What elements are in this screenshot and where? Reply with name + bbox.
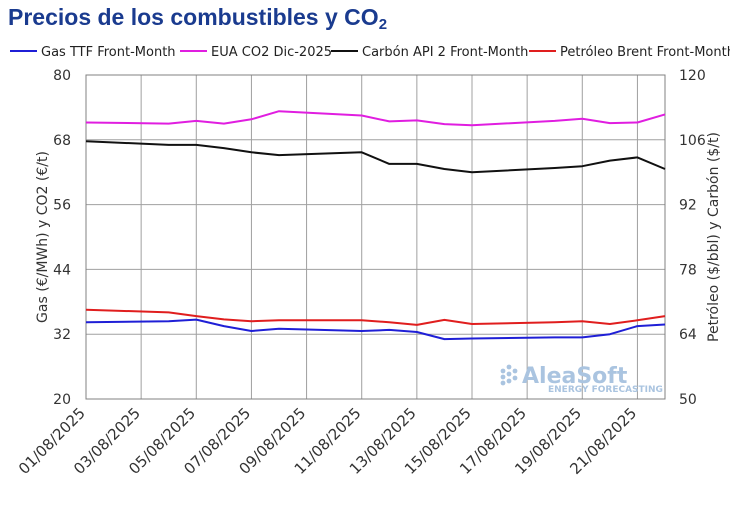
- logo-dot: [500, 374, 506, 380]
- y-left-tick-label: 56: [53, 198, 71, 214]
- y-left-tick-label: 44: [53, 262, 71, 278]
- legend-label: Petróleo Brent Front-Month: [560, 45, 730, 60]
- y-right-tick-label: 92: [679, 198, 697, 214]
- logo-dot: [500, 380, 506, 386]
- y-right-tick-label: 106: [679, 133, 706, 149]
- series-line-gas-ttf-front-month: [85, 318, 666, 341]
- legend: Gas TTF Front-Month EUA CO2 Dic-2025 Carbó…: [10, 45, 730, 60]
- y-right-axis-label: Petróleo ($/bbl) y Carbón ($/t): [706, 132, 722, 342]
- y-right-tick-label: 64: [679, 327, 697, 343]
- legend-label: Gas TTF Front-Month: [41, 45, 176, 60]
- y-left-tick-label: 68: [53, 133, 71, 149]
- y-right-tick-label: 78: [679, 262, 697, 278]
- watermark-tagline: ENERGY FORECASTING: [548, 385, 663, 395]
- logo-dot: [506, 364, 512, 370]
- series-line-carb-n-api-2-front-month: [85, 140, 666, 174]
- plot-border: [85, 74, 666, 400]
- y-left-axis-label: Gas (€/MWh) y CO2 (€/t): [35, 151, 51, 323]
- y-right-tick-label: 50: [679, 392, 697, 408]
- legend-label: EUA CO2 Dic-2025: [211, 45, 332, 60]
- y-left-tick-label: 80: [53, 68, 71, 84]
- watermark-brand: AleaSoft: [522, 364, 628, 389]
- grid: [85, 74, 666, 400]
- y-right-tick-label: 120: [679, 68, 706, 84]
- y-left-tick-label: 32: [53, 327, 71, 343]
- series-group: [85, 110, 666, 341]
- axes: 2032445668805064789210612001/08/202503/0…: [15, 68, 722, 478]
- logo-dot: [500, 368, 506, 374]
- logo-dot: [506, 378, 512, 384]
- y-left-tick-label: 20: [53, 392, 71, 408]
- logo-dot: [512, 375, 518, 381]
- legend-label: Carbón API 2 Front-Month: [362, 45, 528, 60]
- chart-title: Precios de los combustibles y CO2: [8, 4, 388, 33]
- series-line-eua-co2-dic-2025: [85, 110, 666, 127]
- logo-dot: [506, 371, 512, 377]
- series-line-petr-leo-brent-front-month: [85, 308, 666, 326]
- logo-dot: [512, 368, 518, 374]
